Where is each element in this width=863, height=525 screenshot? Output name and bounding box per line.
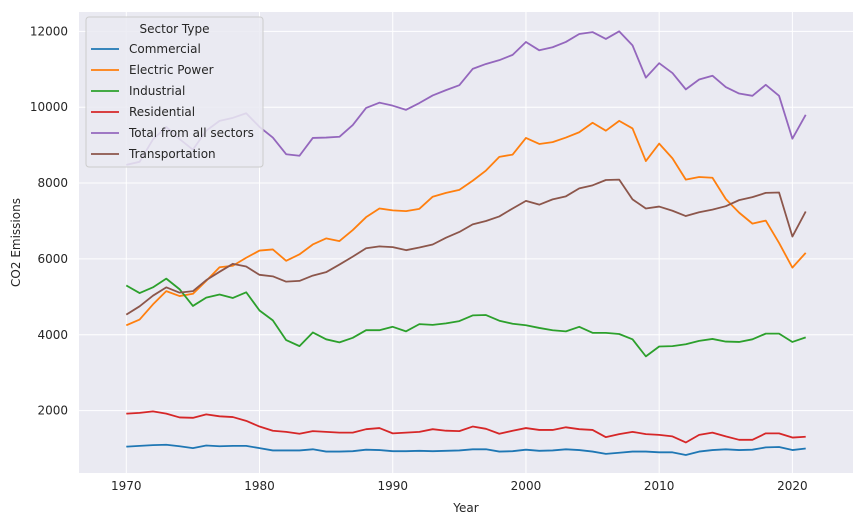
y-tick-label: 8000 — [37, 176, 68, 190]
legend-entry-label: Electric Power — [129, 63, 214, 77]
series-lines — [125, 30, 807, 456]
series-line-commercial — [126, 443, 806, 456]
grid-lines — [79, 12, 853, 473]
x-axis-label: Year — [452, 501, 478, 515]
y-tick-label: 6000 — [37, 252, 68, 266]
y-tick-label: 2000 — [37, 404, 68, 418]
y-tick-label: 12000 — [30, 24, 68, 38]
series-line-transportation — [125, 178, 807, 316]
x-tick-label: 2000 — [511, 479, 542, 493]
x-tick-label: 2010 — [644, 479, 675, 493]
x-axis: 1970 1980 1990 2000 2010 2020 — [111, 479, 808, 493]
legend-entry-label: Commercial — [129, 42, 201, 56]
legend-entry-label: Residential — [129, 105, 195, 119]
y-axis: 2000 4000 6000 8000 10000 12000 — [30, 24, 68, 417]
legend-title: Sector Type — [140, 22, 210, 36]
legend: Sector Type Commercial Electric Power Indus… — [85, 16, 264, 168]
x-tick-label: 1990 — [377, 479, 408, 493]
x-tick-label: 1980 — [244, 479, 275, 493]
legend-entry-label: Transportation — [128, 147, 216, 161]
series-line-industrial — [125, 277, 807, 358]
y-tick-label: 4000 — [37, 328, 68, 342]
y-tick-label: 10000 — [30, 100, 68, 114]
legend-entry-label: Total from all sectors — [128, 126, 254, 140]
series-line-residential — [126, 410, 806, 444]
x-tick-label: 1970 — [111, 479, 142, 493]
legend-box — [85, 16, 264, 168]
y-axis-label: CO2 Emissions — [9, 198, 23, 287]
series-line-electric-power — [125, 119, 807, 327]
x-tick-label: 2020 — [777, 479, 808, 493]
legend-entry-label: Industrial — [129, 84, 185, 98]
